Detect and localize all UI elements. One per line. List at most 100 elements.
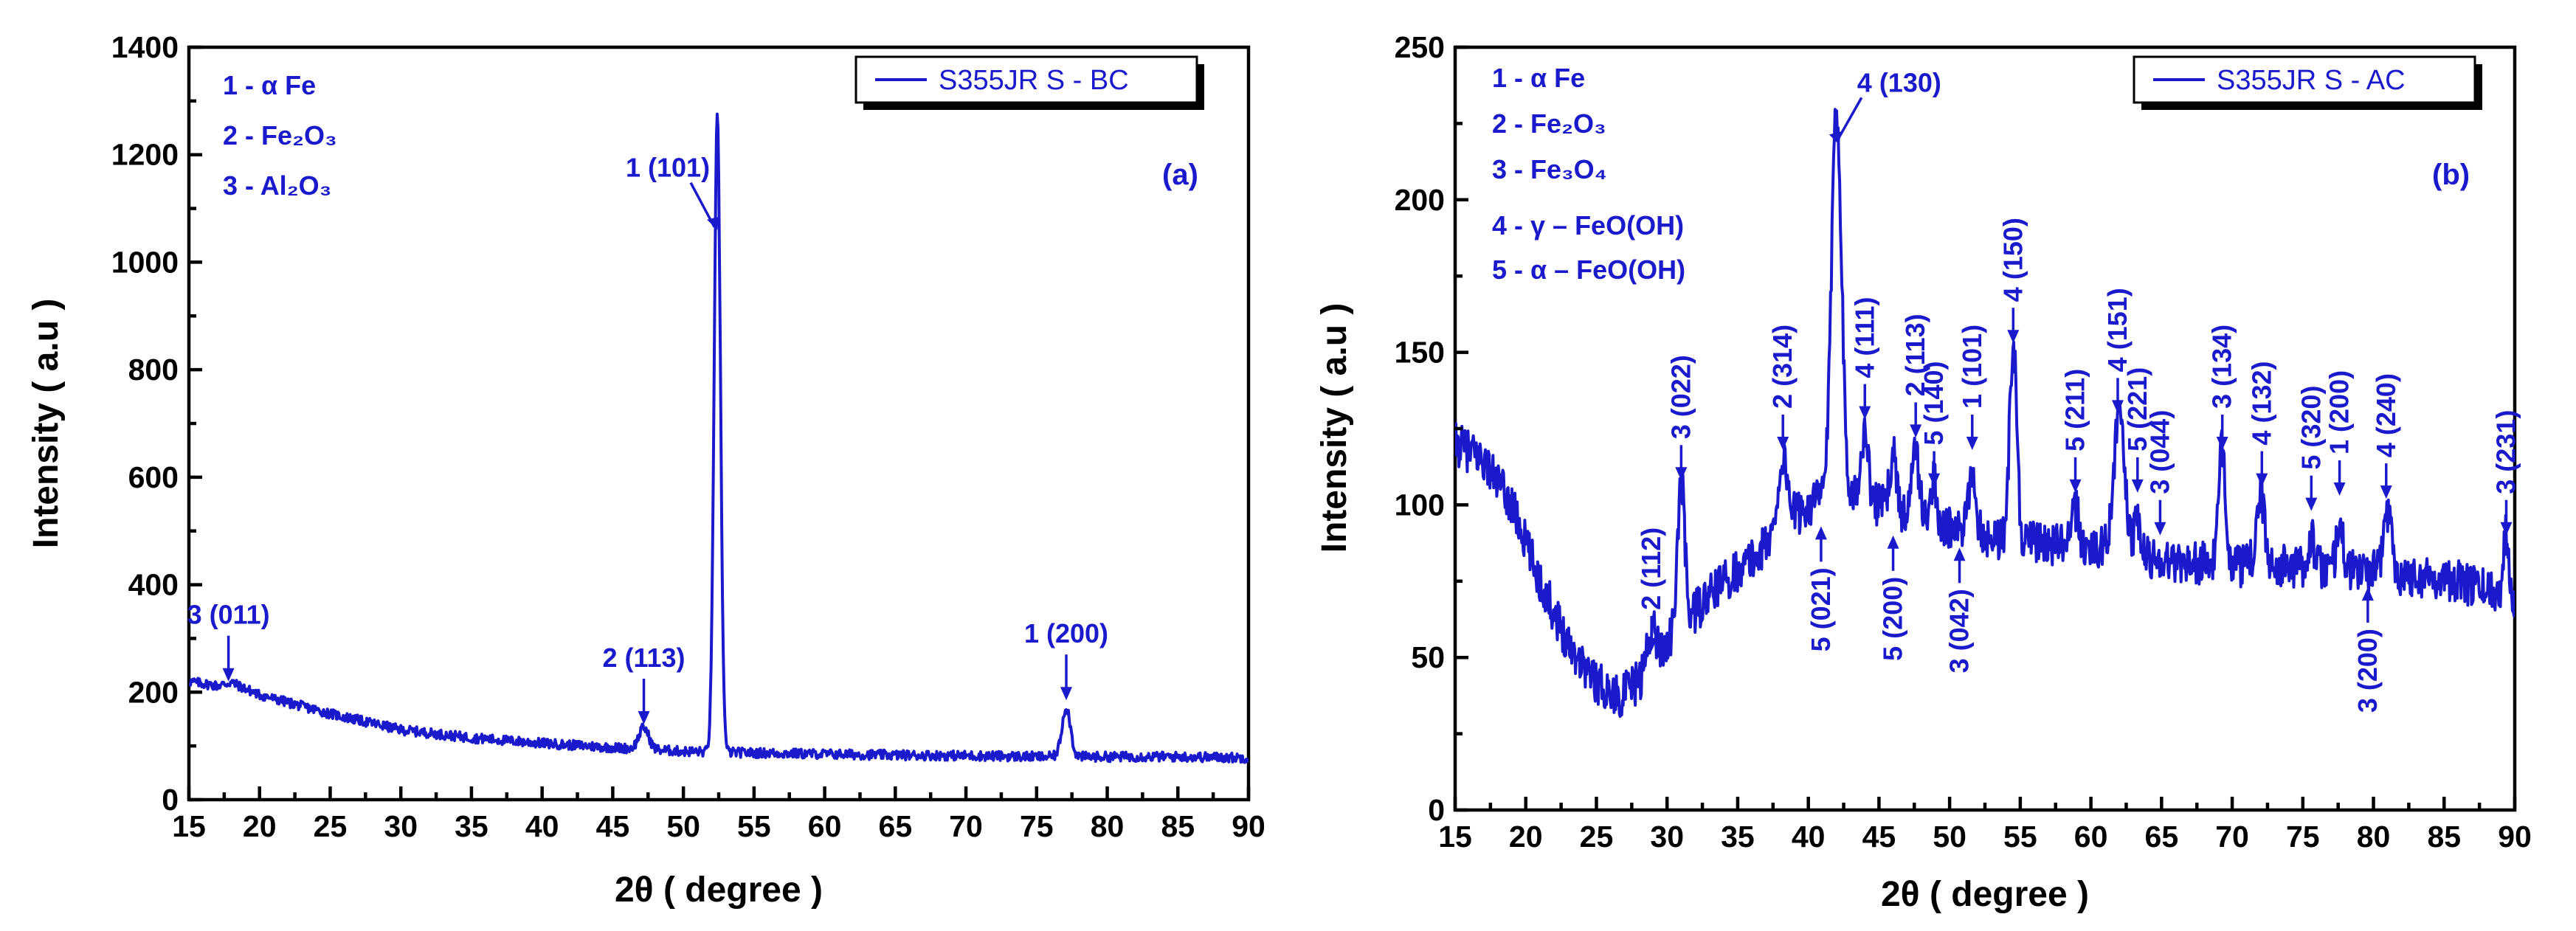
- panel-a-y-tick-label: 1000: [111, 245, 179, 279]
- panel-b-phase-3: 3 - Fe₃O₄: [1492, 154, 1607, 184]
- panel-b-peak-label: 1 (101): [1957, 325, 1987, 450]
- panel-b-x-tick-label: 70: [2215, 820, 2249, 854]
- panel-b-peak-arrowhead: [1859, 406, 1871, 420]
- panel-b-peak-arrowhead: [2069, 479, 2082, 493]
- panel-b-peak-label-text: 3 (200): [2352, 629, 2383, 713]
- panel-b-peak-label: 4 (240): [2371, 373, 2401, 499]
- panel-b-y-tick-label: 150: [1395, 336, 1445, 370]
- panel-a-peak-arrowhead: [1060, 687, 1073, 701]
- panel-a-y-tick-label: 1400: [111, 30, 179, 64]
- panel-b-x-tick-label: 75: [2286, 820, 2320, 854]
- panel-b-peak-label-text: 4 (150): [1997, 218, 2028, 302]
- panel-b-y-tick-label: 200: [1395, 183, 1445, 217]
- panel-b-y-tick-label: 100: [1395, 488, 1445, 522]
- panel-b-x-tick-label: 85: [2427, 820, 2461, 854]
- panel-a-y-tick-label: 400: [128, 568, 179, 602]
- panel-b-peak-arrowhead: [1646, 637, 1658, 651]
- panel-a-legend: S355JR S - BC: [854, 55, 1204, 110]
- panel-b-peak-arrowhead: [2500, 522, 2513, 536]
- panel-b-peak-label-text: 5 (320): [2296, 386, 2326, 470]
- panel-b-x-tick-label: 40: [1792, 820, 1826, 854]
- panel-b-peak-label-text: 5 (140): [1919, 361, 1949, 446]
- panel-b-peak-arrowhead: [2216, 436, 2228, 450]
- panel-b-peak-label-text: 1 (200): [2324, 370, 2355, 454]
- panel-b-peak-arrowhead: [2305, 497, 2318, 511]
- panel-b-x-tick-label: 45: [1862, 820, 1896, 854]
- panel-b-peak-arrowhead: [1887, 535, 1899, 549]
- panel-b-peak-label-text: 5 (211): [2060, 369, 2090, 451]
- panel-b-peak-label: 5 (140): [1919, 361, 1949, 487]
- panel-b-peak-label: 5 (021): [1806, 526, 1836, 651]
- panel-a-peak-label: 1 (101): [626, 153, 719, 230]
- panel-b-y-tick-label: 0: [1428, 793, 1445, 827]
- panel-a-y-tick-label: 0: [162, 783, 179, 817]
- panel-b-peak-label-text: 4 (151): [2102, 288, 2133, 372]
- panel-b-peak-label: 5 (221): [2122, 367, 2152, 493]
- panel-b-legend-label: S355JR S - AC: [2217, 65, 2406, 96]
- panel-b-phase-2: 2 - Fe₂O₃: [1492, 108, 1606, 139]
- panel-a-peak-label: 1 (200): [1024, 618, 1108, 701]
- panel-b-peak-label: 4 (111): [1849, 297, 1879, 420]
- panel-b-peak-label: 4 (150): [1997, 218, 2028, 344]
- panel-a-phase-1: 1 - α Fe: [223, 70, 316, 100]
- panel-a-legend-label: S355JR S - BC: [939, 65, 1129, 96]
- panel-a-xrd-series: [189, 112, 1249, 764]
- panel-b-peak-label: 5 (211): [2060, 369, 2090, 493]
- panel-b-x-tick-label: 15: [1438, 820, 1472, 854]
- panel-a-x-tick-label: 50: [666, 809, 700, 843]
- panel-b-peak-label-text: 3 (134): [2207, 325, 2237, 409]
- panel-b-axes: 15 20 25 30 35 40 45 50 55 60 65 70 75 80 85 90 0 50 100 15…: [1395, 30, 2532, 854]
- panel-b-peak-label-text: 3 (022): [1665, 355, 1696, 439]
- panel-b-peak-arrow: [1835, 97, 1863, 143]
- panel-a-x-tick-label: 55: [737, 809, 771, 843]
- panel-a-peak-label-text: 1 (200): [1024, 618, 1108, 648]
- panel-a-x-tick-label: 90: [1232, 809, 1265, 843]
- panel-b-peak-label: 4 (130): [1829, 67, 1941, 145]
- panel-b-peak-label-text: 4 (132): [2246, 361, 2276, 446]
- panel-a-x-tick-label: 70: [949, 809, 983, 843]
- panel-a-peak-label: 2 (113): [602, 643, 686, 724]
- panel-a-peak-label: 3 (011): [187, 600, 270, 682]
- panel-a-axes: 15 20 25 30 35 40 45 50 55 60 65 70 75 80 85 90 0 200 400 6…: [111, 30, 1265, 843]
- panel-b-peak-arrowhead: [1928, 473, 1941, 487]
- panel-b-peak-arrowhead: [1829, 131, 1841, 145]
- panel-b-peak-label-text: 4 (130): [1857, 67, 1941, 97]
- panel-b-peak-label: 3 (200): [2352, 587, 2383, 713]
- panel-b-peak-arrowhead: [1814, 526, 1827, 540]
- panel-a-y-axis-title: Intensity ( a.u ): [27, 299, 66, 549]
- panel-b-peak-label: 4 (151): [2102, 288, 2133, 414]
- panel-b-peak-arrowhead: [2007, 330, 2020, 344]
- panel-b-phase-5: 5 - α – FeO(OH): [1492, 255, 1685, 285]
- panel-b-peak-label: 2 (113): [1900, 314, 1930, 438]
- panel-b-peak-label: 5 (200): [1878, 535, 1908, 661]
- panel-a-x-tick-label: 35: [455, 809, 488, 843]
- panel-b-peak-label: 3 (042): [1944, 547, 1975, 673]
- panel-b-series-group: [1455, 108, 2515, 719]
- panel-b-xrd-series: [1455, 108, 2515, 719]
- panel-b-peak-label: 2 (314): [1767, 325, 1798, 450]
- panel-a-y-tick-label: 600: [128, 460, 179, 494]
- panel-b-y-tick-label: 250: [1395, 30, 1445, 64]
- panel-b-x-tick-label: 60: [2074, 820, 2108, 854]
- panel-b-x-tick-label: 50: [1933, 820, 1966, 854]
- panel-b-y-tick-label: 50: [1411, 640, 1445, 674]
- panel-a-peak-arrowhead: [222, 668, 235, 682]
- panel-a-x-tick-label: 40: [525, 809, 559, 843]
- panel-b-phase-1: 1 - α Fe: [1492, 63, 1585, 93]
- panel-a-x-tick-label: 45: [596, 809, 630, 843]
- panel-b-peak-label-text: 2 (314): [1767, 325, 1798, 409]
- panel-a-y-tick-label: 800: [128, 353, 179, 387]
- panel-a-x-axis-title: 2θ ( degree ): [615, 871, 823, 910]
- panel-b-x-tick-label: 20: [1509, 820, 1543, 854]
- panel-a-peak-label-text: 2 (113): [602, 643, 685, 673]
- panel-b-x-tick-label: 90: [2498, 820, 2532, 854]
- panel-a-label: (a): [1162, 159, 1198, 191]
- panel-b-peak-label-text: 5 (021): [1806, 567, 1836, 651]
- panel-b-peak-label-text: 4 (240): [2371, 373, 2401, 457]
- panel-b-peak-label-text: 5 (200): [1878, 577, 1908, 661]
- panel-b-x-tick-label: 80: [2357, 820, 2391, 854]
- panel-b-peak-arrowhead: [2361, 587, 2374, 601]
- panel-a-phase-2: 2 - Fe₂O₃: [223, 120, 337, 150]
- panel-b-peak-label: 3 (022): [1665, 355, 1696, 481]
